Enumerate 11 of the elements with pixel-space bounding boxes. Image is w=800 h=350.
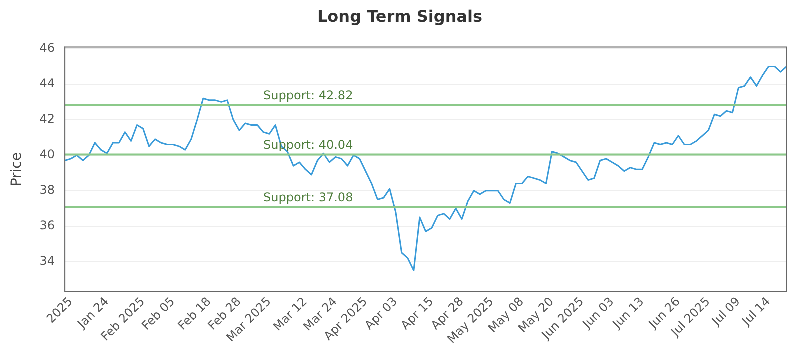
y-tick-label: 40 <box>40 148 56 162</box>
ref-line-label: Support: 37.08 <box>264 190 354 204</box>
y-tick-label: 36 <box>40 218 56 232</box>
y-tick-label: 44 <box>40 76 56 91</box>
y-tick-label: 34 <box>40 254 56 268</box>
y-tick-label: 46 <box>40 41 56 56</box>
chart-title: Long Term Signals <box>316 6 484 28</box>
y-axis-title: Price <box>9 152 26 187</box>
ref-line-label: Support: 42.82 <box>264 88 354 103</box>
y-tick-label: 38 <box>40 183 56 197</box>
y-tick-label: 42 <box>40 112 56 126</box>
